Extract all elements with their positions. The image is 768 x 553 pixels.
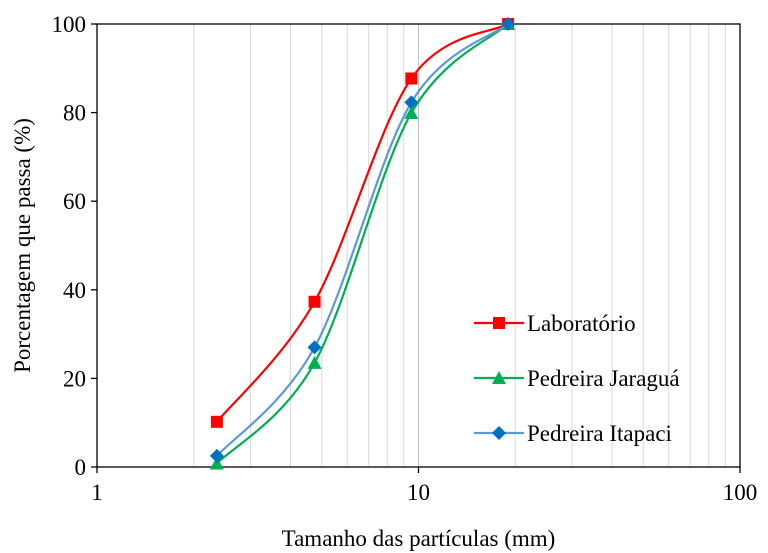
series (209, 17, 516, 470)
legend-label: Pedreira Itapaci (527, 421, 672, 446)
data-point (209, 448, 224, 463)
x-axis-label: Tamanho das partículas (mm) (282, 526, 556, 551)
axes: 0 20 40 60 80 100 1 10 100 (52, 12, 758, 505)
legend-label: Pedreira Jaraguá (527, 366, 680, 391)
data-point (501, 17, 516, 31)
y-tick-label: 80 (63, 101, 86, 126)
legend-marker (493, 317, 505, 329)
y-axis-label: Porcentagem que passa (%) (10, 118, 35, 373)
x-tick-label: 1 (91, 480, 103, 505)
y-tick-label: 0 (75, 455, 87, 480)
legend-marker (492, 426, 506, 440)
data-point (210, 415, 223, 428)
y-tick-label: 40 (63, 278, 86, 303)
data-point (209, 456, 224, 470)
data-point (405, 72, 418, 85)
data-point (307, 355, 322, 369)
legend: Laboratório Pedreira Jaraguá Pedreira Itap… (474, 311, 680, 446)
series-line (216, 23, 509, 457)
x-tick-label: 100 (723, 480, 758, 505)
grid (193, 24, 726, 467)
x-tick-label: 10 (407, 480, 430, 505)
series-line (216, 23, 509, 423)
y-tick-label: 20 (63, 366, 86, 391)
y-tick-label: 100 (52, 12, 87, 37)
data-point (404, 106, 419, 120)
legend-marker (492, 371, 506, 384)
legend-label: Laboratório (527, 311, 636, 336)
data-point (308, 295, 321, 308)
data-point (307, 340, 322, 355)
series-line (216, 23, 509, 465)
y-tick-label: 60 (63, 189, 86, 214)
data-point (404, 95, 419, 110)
